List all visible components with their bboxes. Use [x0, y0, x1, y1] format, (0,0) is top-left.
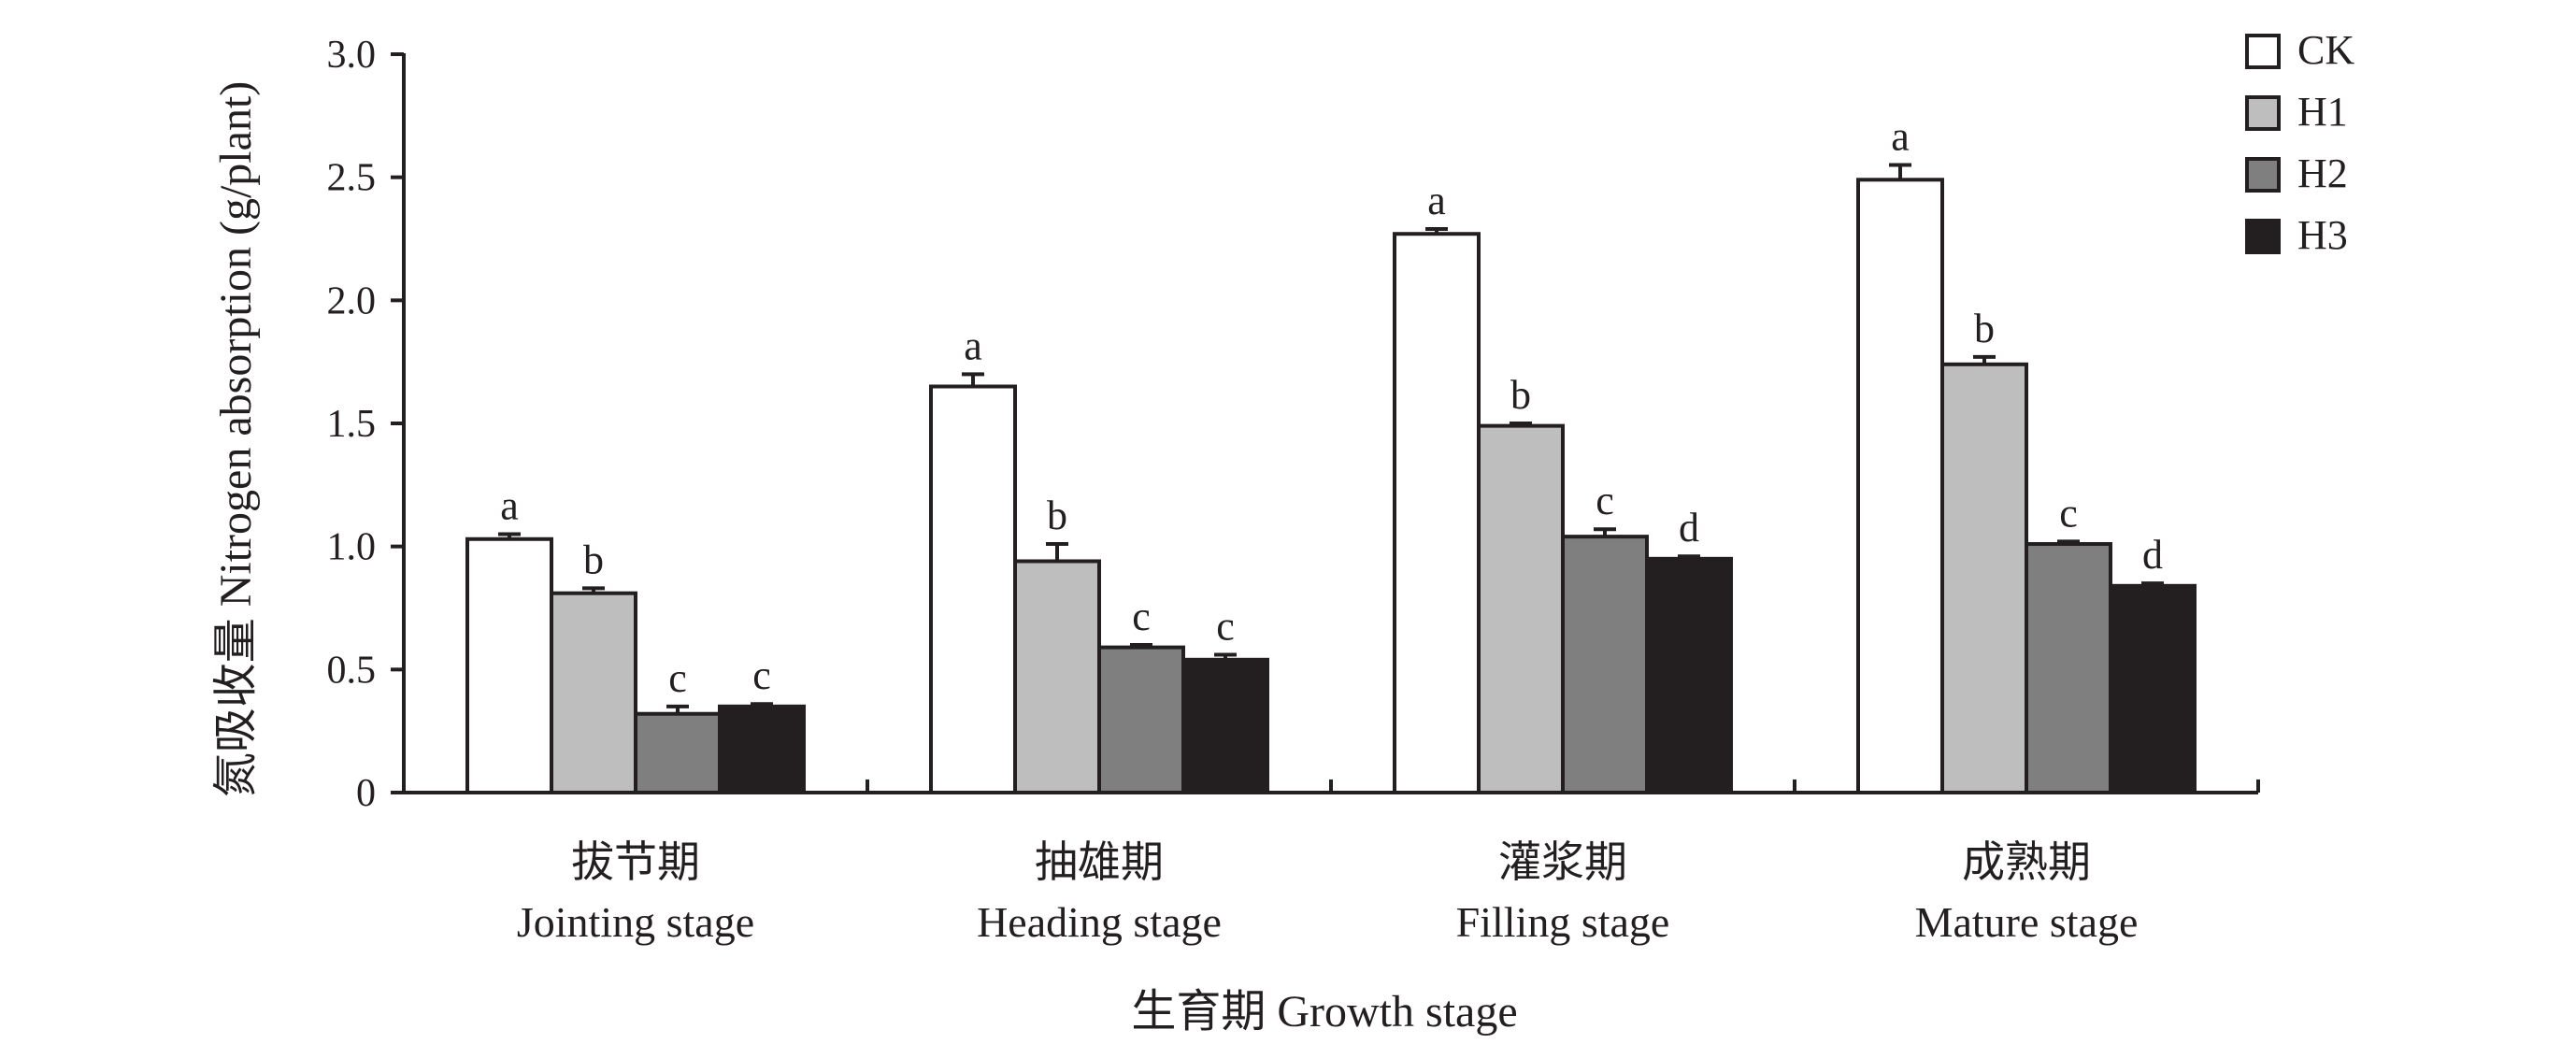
significance-label: a — [964, 322, 982, 368]
x-category-label-en: Heading stage — [977, 898, 1222, 946]
y-tick-label: 2.5 — [327, 157, 377, 200]
y-tick-label: 3.0 — [327, 34, 377, 77]
y-tick-label: 2.0 — [327, 279, 377, 322]
legend-swatch-h2 — [2245, 157, 2281, 193]
significance-label: c — [1216, 604, 1235, 650]
y-tick-label: 1.5 — [327, 403, 377, 446]
bar-h1 — [1477, 423, 1565, 794]
bar-h3 — [1645, 556, 1733, 794]
bar-h2 — [1561, 535, 1649, 795]
bar-ck — [929, 384, 1017, 794]
significance-label: c — [2059, 490, 2078, 536]
significance-label: c — [1132, 594, 1151, 639]
bar-ck — [1393, 232, 1481, 794]
y-tick-label: 1.0 — [327, 526, 377, 569]
bar-h1 — [1013, 559, 1101, 795]
y-tick-label: 0.5 — [327, 649, 377, 692]
bar-h3 — [718, 704, 806, 794]
legend-swatch-h3 — [2245, 219, 2281, 254]
bar-h3 — [1181, 657, 1269, 794]
bar-h2 — [1097, 645, 1185, 795]
significance-label: c — [1596, 478, 1614, 523]
bar-h3 — [2109, 583, 2197, 794]
bar-h2 — [634, 711, 722, 795]
significance-label: b — [1047, 493, 1067, 538]
significance-label: b — [1974, 306, 1995, 351]
significance-label: d — [2142, 532, 2163, 578]
bar-h1 — [1940, 362, 2028, 794]
bar-ck — [465, 536, 553, 794]
y-tick-label: 0 — [356, 772, 376, 815]
significance-label: c — [668, 655, 687, 701]
legend-swatch-ck — [2245, 34, 2281, 69]
x-category-label-cn: 灌浆期 — [1498, 838, 1627, 886]
legend-label: H2 — [2297, 150, 2348, 196]
x-category-label-en: Filling stage — [1456, 898, 1670, 946]
legend-label: H1 — [2297, 89, 2348, 135]
significance-label: d — [1679, 505, 1699, 551]
significance-label: a — [1427, 178, 1446, 223]
bar-h1 — [550, 591, 637, 795]
legend-label: CK — [2297, 27, 2354, 73]
x-category-label-cn: 拔节期 — [571, 838, 700, 886]
bar-h2 — [2025, 542, 2112, 794]
x-category-label-cn: 抽雄期 — [1035, 838, 1164, 886]
legend-swatch-h1 — [2245, 95, 2281, 131]
significance-label: b — [1510, 372, 1531, 418]
x-category-label-en: Jointing stage — [517, 898, 754, 946]
legend-label: H3 — [2297, 212, 2348, 258]
x-category-label-en: Mature stage — [1915, 898, 2139, 946]
significance-label: a — [500, 483, 519, 529]
significance-label: a — [1891, 114, 1910, 160]
bar-groups: a b c c a b c c a b c d a b c d — [465, 114, 2197, 795]
x-category-label-cn: 成熟期 — [1962, 838, 2091, 886]
bar-ck — [1856, 178, 1944, 795]
significance-label: c — [752, 652, 771, 698]
x-axis: 拔节期 Jointing stage 抽雄期 Heading stage 灌浆期 Fill… — [402, 779, 2260, 946]
significance-label: b — [583, 536, 604, 582]
legend: CK H1 H2 H3 — [2245, 27, 2354, 258]
y-axis-title: 氮吸收量 Nitrogen absorption (g/plant) — [211, 81, 261, 798]
y-axis: 0 0.5 1.0 1.5 2.0 2.5 3.0 — [327, 34, 406, 815]
x-axis-title: 生育期 Growth stage — [1131, 987, 1517, 1037]
